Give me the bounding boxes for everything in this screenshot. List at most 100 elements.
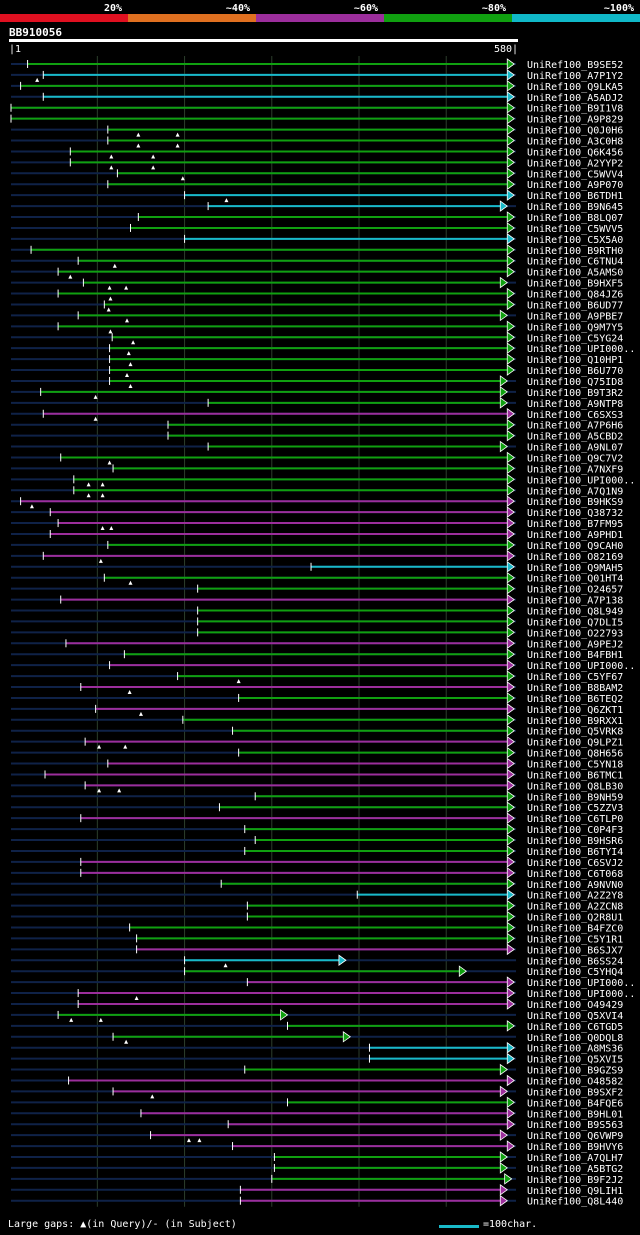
hit-label[interactable]: UniRef100_C6SXS3 xyxy=(527,410,623,421)
hit-label[interactable]: UniRef100_Q9LIH1 xyxy=(527,1186,623,1197)
hit-label[interactable]: UniRef100_B8BAM2 xyxy=(527,683,623,694)
hit-label[interactable]: UniRef100_C6T068 xyxy=(527,869,623,880)
hit-label[interactable]: UniRef100_B7FM95 xyxy=(527,519,623,530)
hit-label[interactable]: UniRef100_Q6K456 xyxy=(527,147,623,158)
hit-label[interactable]: UniRef100_A5BTG2 xyxy=(527,1164,623,1175)
hit-label[interactable]: UniRef100_Q84JZ6 xyxy=(527,290,623,301)
hit-label[interactable]: UniRef100_B9HL01 xyxy=(527,1109,623,1120)
hit-label[interactable]: UniRef100_B9I1V8 xyxy=(527,104,623,115)
hit-label[interactable]: UniRef100_C5WVV4 xyxy=(527,169,623,180)
hit-label[interactable]: UniRef100_A5AMS0 xyxy=(527,268,623,279)
hit-label[interactable]: UniRef100_B9HKS9 xyxy=(527,497,623,508)
hit-label[interactable]: UniRef100_B9SE52 xyxy=(527,60,623,71)
hit-label[interactable]: UniRef100_C6TGD5 xyxy=(527,1022,623,1033)
hit-label[interactable]: UniRef100_Q9LPZ1 xyxy=(527,738,623,749)
hit-label[interactable]: UniRef100_B4FQE6 xyxy=(527,1098,623,1109)
hit-label[interactable]: UniRef100_B9HSR6 xyxy=(527,836,623,847)
hit-label[interactable]: UniRef100_A5ADJ2 xyxy=(527,93,623,104)
hit-label[interactable]: UniRef100_O49429 xyxy=(527,1000,623,1011)
hit-label[interactable]: UniRef100_O22793 xyxy=(527,628,623,639)
hit-label[interactable]: UniRef100_Q7DLI5 xyxy=(527,617,623,628)
hit-label[interactable]: UniRef100_A7QLH7 xyxy=(527,1153,623,1164)
hit-label[interactable]: UniRef100_A3C0H8 xyxy=(527,137,623,148)
hit-label[interactable]: UniRef100_B9GZS9 xyxy=(527,1066,623,1077)
hit-label[interactable]: UniRef100_B6SS24 xyxy=(527,956,623,967)
hit-label[interactable]: UniRef100_B6TYI4 xyxy=(527,847,623,858)
hit-label[interactable]: UniRef100_B9NH59 xyxy=(527,792,623,803)
hit-label[interactable]: UniRef100_A9PEJ2 xyxy=(527,639,623,650)
hit-label[interactable]: UniRef100_Q0J0H6 xyxy=(527,126,623,137)
hit-label[interactable]: UniRef100_Q01HT4 xyxy=(527,574,623,585)
hit-label[interactable]: UniRef100_A9P070 xyxy=(527,180,623,191)
hit-label[interactable]: UniRef100_B6TDH1 xyxy=(527,191,623,202)
hit-label[interactable]: UniRef100_B6TMC1 xyxy=(527,770,623,781)
hit-label[interactable]: UniRef100_B6U770 xyxy=(527,366,623,377)
hit-label[interactable]: UniRef100_UPI000.. xyxy=(527,344,635,355)
hit-label[interactable]: UniRef100_A9PBE7 xyxy=(527,311,623,322)
hit-label[interactable]: UniRef100_Q8H656 xyxy=(527,749,623,760)
hit-label[interactable]: UniRef100_C5ZZV3 xyxy=(527,803,623,814)
hit-label[interactable]: UniRef100_Q8L440 xyxy=(527,1197,623,1208)
hit-label[interactable]: UniRef100_C5WVV5 xyxy=(527,224,623,235)
hit-label[interactable]: UniRef100_Q8LB30 xyxy=(527,781,623,792)
hit-label[interactable]: UniRef100_A9NL07 xyxy=(527,443,623,454)
hit-label[interactable]: UniRef100_A9NVN0 xyxy=(527,880,623,891)
hit-label[interactable]: UniRef100_B6UD77 xyxy=(527,300,623,311)
hit-label[interactable]: UniRef100_C5YN18 xyxy=(527,760,623,771)
hit-label[interactable]: UniRef100_O82169 xyxy=(527,552,623,563)
hit-label[interactable]: UniRef100_Q8L949 xyxy=(527,607,623,618)
hit-label[interactable]: UniRef100_C0P4F3 xyxy=(527,825,623,836)
hit-label[interactable]: UniRef100_A7P6H6 xyxy=(527,421,623,432)
hit-label[interactable]: UniRef100_Q9C7V2 xyxy=(527,453,623,464)
hit-label[interactable]: UniRef100_B6TEQ2 xyxy=(527,694,623,705)
hit-label[interactable]: UniRef100_Q5VRK8 xyxy=(527,727,623,738)
hit-label[interactable]: UniRef100_Q5XVI4 xyxy=(527,1011,623,1022)
hit-label[interactable]: UniRef100_B9T3R2 xyxy=(527,388,623,399)
hit-label[interactable]: UniRef100_A7NXF9 xyxy=(527,464,623,475)
hit-label[interactable]: UniRef100_A9NTP8 xyxy=(527,399,623,410)
hit-label[interactable]: UniRef100_B8LQ07 xyxy=(527,213,623,224)
hit-label[interactable]: UniRef100_O48582 xyxy=(527,1076,623,1087)
hit-label[interactable]: UniRef100_UPI000.. xyxy=(527,661,635,672)
hit-label[interactable]: UniRef100_B9SXF2 xyxy=(527,1087,623,1098)
hit-label[interactable]: UniRef100_B4FBH1 xyxy=(527,650,623,661)
hit-label[interactable]: UniRef100_Q9CAH0 xyxy=(527,541,623,552)
hit-label[interactable]: UniRef100_B9HXF5 xyxy=(527,279,623,290)
hit-label[interactable]: UniRef100_B9RXX1 xyxy=(527,716,623,727)
hit-label[interactable]: UniRef100_B9RTH0 xyxy=(527,246,623,257)
hit-label[interactable]: UniRef100_A8MS36 xyxy=(527,1044,623,1055)
hit-label[interactable]: UniRef100_A2Z2Y8 xyxy=(527,891,623,902)
hit-label[interactable]: UniRef100_C5YG24 xyxy=(527,333,623,344)
hit-label[interactable]: UniRef100_A9P829 xyxy=(527,115,623,126)
hit-label[interactable]: UniRef100_Q9MAH5 xyxy=(527,563,623,574)
hit-label[interactable]: UniRef100_A7P1Y2 xyxy=(527,71,623,82)
hit-label[interactable]: UniRef100_Q6VWP9 xyxy=(527,1131,623,1142)
hit-label[interactable]: UniRef100_Q6ZKT1 xyxy=(527,705,623,716)
hit-label[interactable]: UniRef100_B9HVY6 xyxy=(527,1142,623,1153)
hit-label[interactable]: UniRef100_UPI000.. xyxy=(527,989,635,1000)
hit-label[interactable]: UniRef100_Q75ID8 xyxy=(527,377,623,388)
hit-label[interactable]: UniRef100_Q9LKA5 xyxy=(527,82,623,93)
hit-label[interactable]: UniRef100_Q0DQL8 xyxy=(527,1033,623,1044)
hit-label[interactable]: UniRef100_C5Y1R1 xyxy=(527,934,623,945)
hit-label[interactable]: UniRef100_B4FZC0 xyxy=(527,923,623,934)
hit-label[interactable]: UniRef100_UPI000.. xyxy=(527,978,635,989)
hit-label[interactable]: UniRef100_C6TNU4 xyxy=(527,257,623,268)
hit-label[interactable]: UniRef100_Q38732 xyxy=(527,508,623,519)
hit-label[interactable]: UniRef100_Q10HP1 xyxy=(527,355,623,366)
hit-label[interactable]: UniRef100_C6TLP0 xyxy=(527,814,623,825)
hit-label[interactable]: UniRef100_A9PHD1 xyxy=(527,530,623,541)
hit-label[interactable]: UniRef100_C6SVJ2 xyxy=(527,858,623,869)
hit-label[interactable]: UniRef100_C5YF67 xyxy=(527,672,623,683)
hit-label[interactable]: UniRef100_A7Q1N9 xyxy=(527,486,623,497)
hit-label[interactable]: UniRef100_Q5XVI5 xyxy=(527,1055,623,1066)
hit-label[interactable]: UniRef100_Q9M7Y5 xyxy=(527,322,623,333)
hit-label[interactable]: UniRef100_O24657 xyxy=(527,585,623,596)
hit-label[interactable]: UniRef100_B9N645 xyxy=(527,202,623,213)
hit-label[interactable]: UniRef100_A7P138 xyxy=(527,596,623,607)
hit-label[interactable]: UniRef100_A2YYP2 xyxy=(527,158,623,169)
hit-label[interactable]: UniRef100_C5X5A0 xyxy=(527,235,623,246)
hit-label[interactable]: UniRef100_B9S563 xyxy=(527,1120,623,1131)
hit-label[interactable]: UniRef100_Q2R8U1 xyxy=(527,913,623,924)
hit-label[interactable]: UniRef100_B9F2J2 xyxy=(527,1175,623,1186)
